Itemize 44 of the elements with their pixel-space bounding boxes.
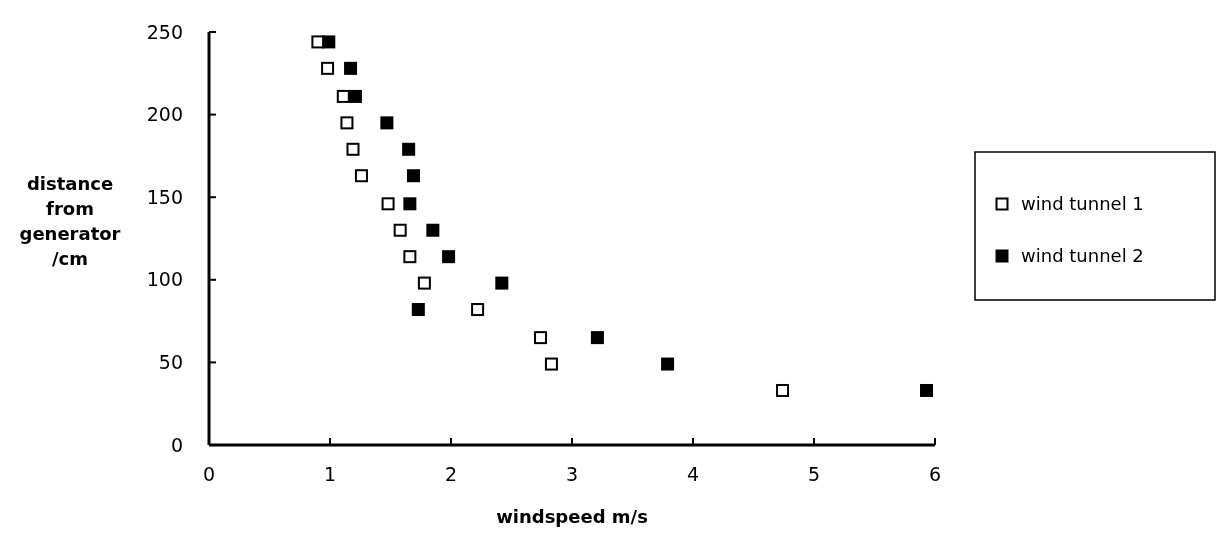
- point: [417, 276, 431, 290]
- point: [321, 61, 335, 75]
- point: [403, 250, 417, 264]
- x-axis-title: windspeed m/s: [496, 506, 648, 527]
- point: [920, 383, 934, 397]
- point: [380, 116, 394, 130]
- point: [406, 169, 420, 183]
- point: [393, 223, 407, 237]
- point: [336, 89, 350, 103]
- point: [348, 89, 362, 103]
- y-axis-title: distance from generator /cm: [19, 173, 121, 269]
- point: [346, 142, 360, 156]
- point: [344, 61, 358, 75]
- point: [495, 276, 509, 290]
- x-tick-label: 6: [928, 463, 942, 485]
- point: [381, 197, 395, 211]
- y-tick-label: 200: [146, 103, 183, 126]
- x-tick-label: 4: [686, 463, 700, 485]
- point: [544, 357, 558, 371]
- legend-label: wind tunnel 1: [1021, 193, 1144, 215]
- point: [661, 357, 675, 371]
- point: [534, 331, 548, 345]
- x-tick-label: 0: [202, 463, 216, 485]
- point: [403, 197, 417, 211]
- y-tick-label: 50: [158, 351, 183, 374]
- y-tick-label: 0: [170, 433, 183, 456]
- point: [402, 142, 416, 156]
- point: [340, 116, 354, 130]
- y-tick-label: 100: [146, 268, 183, 291]
- point: [590, 331, 604, 345]
- x-tick-label: 1: [323, 463, 337, 485]
- point: [442, 250, 456, 264]
- point: [776, 383, 790, 397]
- y-tick-label: 250: [146, 20, 183, 43]
- y-tick-label: 150: [146, 185, 183, 208]
- point: [471, 303, 485, 317]
- point: [322, 35, 336, 49]
- x-tick-label: 3: [565, 463, 579, 485]
- point: [354, 169, 368, 183]
- point: [411, 303, 425, 317]
- point: [426, 223, 440, 237]
- legend-label: wind tunnel 2: [1021, 245, 1144, 267]
- x-tick-label: 5: [807, 463, 821, 485]
- x-tick-label: 2: [444, 463, 458, 485]
